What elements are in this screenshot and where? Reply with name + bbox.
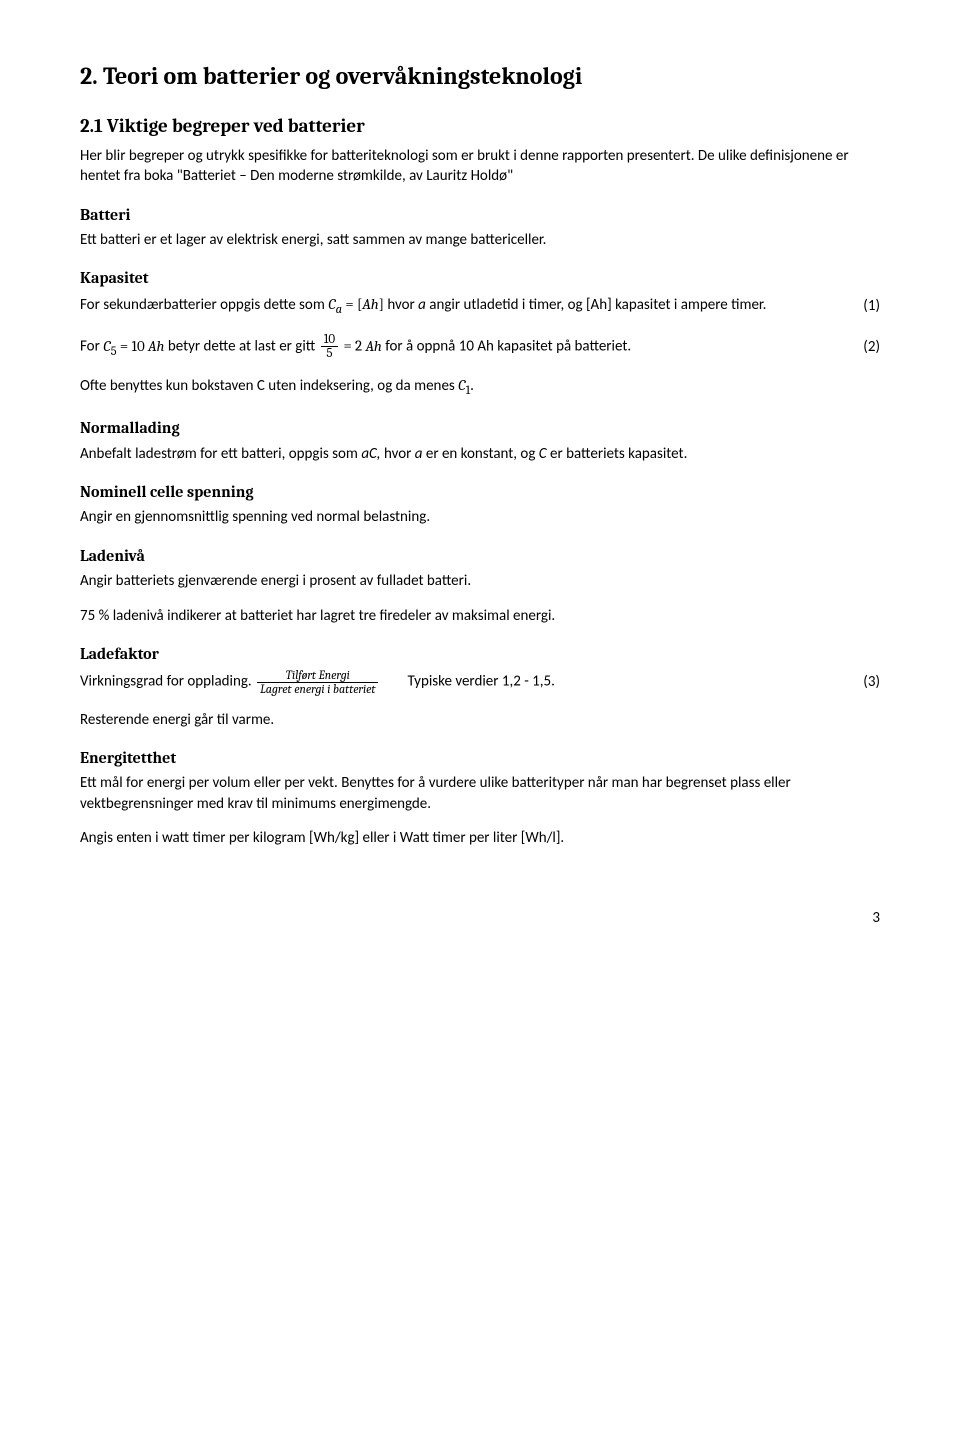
kapasitet-l3-pre: Ofte benyttes kun bokstaven C uten indek… — [80, 377, 458, 395]
heading-ladeniva: Ladenivå — [80, 546, 880, 568]
text-nominell: Angir en gjennomsnittlig spenning ved no… — [80, 507, 880, 527]
norm-ac: aC, — [361, 445, 380, 463]
kapasitet-l2-mid2: = 2 — [340, 337, 365, 355]
heading-batteri: Batteri — [80, 205, 880, 227]
norm-post: er batteriets kapasitet. — [547, 445, 688, 463]
kapasitet-l2-math1: C5 = 10 Ah — [103, 338, 164, 356]
heading-energitetthet: Energitetthet — [80, 748, 880, 770]
kapasitet-l2-post: for å oppnå 10 Ah kapasitet på batteriet… — [382, 338, 631, 356]
kapasitet-l3-post: . — [470, 377, 474, 395]
section-intro: Her blir begreper og utrykk spesifikke f… — [80, 146, 880, 187]
page-number: 3 — [80, 908, 880, 928]
kapasitet-l1-post: angir utladetid i timer, og [Ah] kapasit… — [426, 296, 767, 314]
text-ladeniva-2: 75 % ladenivå indikerer at batteriet har… — [80, 606, 880, 626]
heading-normallading: Normallading — [80, 418, 880, 440]
kapasitet-l1-mid: hvor — [384, 296, 418, 314]
kapasitet-l3-math: C1 — [458, 377, 470, 395]
norm-c: C — [539, 445, 547, 463]
kapasitet-l1-pre: For sekundærbatterier oppgis dette som — [80, 296, 328, 314]
norm-mid2: er en konstant, og — [422, 445, 538, 463]
norm-mid: hvor — [381, 445, 415, 463]
kapasitet-line-3: Ofte benyttes kun bokstaven C uten indek… — [80, 375, 880, 400]
text-ladeniva-1: Angir batteriets gjenværende energi i pr… — [80, 571, 880, 591]
heading-kapasitet: Kapasitet — [80, 268, 880, 290]
text-energitetthet-1: Ett mål for energi per volum eller per v… — [80, 773, 880, 814]
ladefaktor-pre: Virkningsgrad for opplading. — [80, 673, 255, 691]
text-normallading: Anbefalt ladestrøm for ett batteri, oppg… — [80, 444, 880, 464]
heading-ladefaktor: Ladefaktor — [80, 644, 880, 666]
ladefaktor-line-1: Virkningsgrad for opplading. Tilført Ene… — [80, 669, 880, 695]
norm-pre: Anbefalt ladestrøm for ett batteri, oppg… — [80, 445, 361, 463]
kapasitet-l2-mid1: betyr dette at last er gitt — [164, 338, 318, 356]
section-heading-2-1: 2.1 Viktige begreper ved batterier — [80, 114, 880, 140]
ladefaktor-frac: Tilført EnergiLagret energi i batteriet — [257, 669, 378, 695]
frac-num: 10 — [321, 333, 338, 348]
kapasitet-l2-ah: Ah — [365, 338, 381, 356]
kapasitet-l2-frac: 105 — [321, 333, 338, 361]
kapasitet-l1-a: a — [418, 296, 426, 314]
frac-num: Tilført Energi — [257, 669, 378, 683]
ladefaktor-mid: Typiske verdier 1,2 - 1,5. — [380, 673, 555, 691]
kapasitet-l1-math: Ca = [Ah] — [328, 296, 384, 314]
equation-number-3: (3) — [823, 672, 880, 692]
equation-number-2: (2) — [823, 337, 880, 357]
text-batteri: Ett batteri er et lager av elektrisk ene… — [80, 230, 880, 250]
kapasitet-l2-pre: For — [80, 338, 103, 356]
chapter-title: 2. Teori om batterier og overvåkningstek… — [80, 60, 880, 92]
frac-den: Lagret energi i batteriet — [257, 683, 378, 696]
kapasitet-line-2: For C5 = 10 Ah betyr dette at last er gi… — [80, 333, 880, 361]
kapasitet-line-1: For sekundærbatterier oppgis dette som C… — [80, 294, 880, 319]
heading-nominell: Nominell celle spenning — [80, 482, 880, 504]
equation-number-1: (1) — [823, 296, 880, 316]
frac-den: 5 — [321, 347, 338, 361]
text-ladefaktor-2: Resterende energi går til varme. — [80, 710, 880, 730]
text-energitetthet-2: Angis enten i watt timer per kilogram [W… — [80, 828, 880, 848]
